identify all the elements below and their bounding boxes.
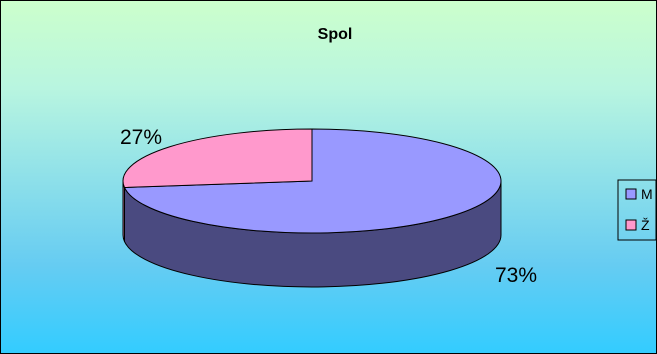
data-label-m: 73% xyxy=(495,264,537,287)
pie-slice-m xyxy=(123,128,502,234)
pie-side-z xyxy=(122,180,125,242)
legend: MŽ xyxy=(617,179,656,241)
pie xyxy=(122,128,502,288)
legend-label-m: M xyxy=(641,186,653,202)
pie-slice-z xyxy=(122,128,313,189)
data-label-z: 27% xyxy=(120,126,162,149)
chart-title: Spol xyxy=(318,26,353,43)
legend-swatch-m xyxy=(625,188,637,200)
legend-box xyxy=(617,179,656,241)
legend-label-z: Ž xyxy=(641,217,650,233)
legend-swatch-z xyxy=(625,219,637,231)
data-labels: 73% 27% xyxy=(120,126,537,287)
